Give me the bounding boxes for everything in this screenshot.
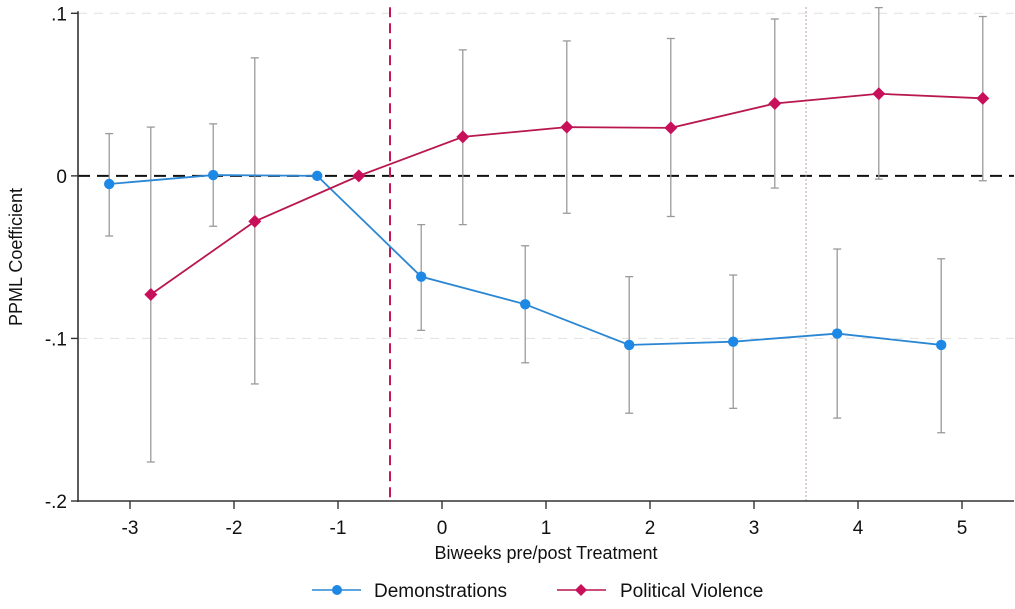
series-lines	[109, 92, 983, 346]
data-point-demonstrations	[104, 178, 115, 190]
x-axis-title: Biweeks pre/post Treatment	[434, 543, 657, 563]
series-markers	[104, 87, 990, 351]
data-point-demonstrations	[728, 336, 739, 347]
x-tick-label: 3	[749, 518, 760, 539]
data-point-political-violence	[248, 214, 262, 228]
reference-lines	[78, 7, 1014, 501]
legend-label-demonstrations: Demonstrations	[374, 581, 507, 602]
legend-marker-political-violence	[575, 584, 587, 596]
legend-item-demonstrations: Demonstrations	[312, 581, 507, 602]
legend: Demonstrations Political Violence	[312, 581, 763, 602]
data-point-demonstrations	[624, 339, 635, 351]
error-bars	[105, 6, 987, 463]
data-point-political-violence	[560, 120, 574, 134]
data-point-demonstrations	[312, 170, 323, 182]
x-tick-label: 5	[957, 518, 968, 539]
legend-marker-demonstrations	[332, 585, 342, 595]
y-tick-label: 0	[56, 167, 67, 188]
y-axis-title: PPML Coefficient	[6, 188, 26, 326]
data-point-political-violence	[768, 97, 782, 111]
data-point-demonstrations	[520, 299, 531, 310]
x-tick-label: 4	[853, 518, 864, 539]
legend-item-political-violence: Political Violence	[557, 581, 763, 602]
y-tick-label: .1	[51, 4, 67, 25]
gridlines	[78, 12, 1014, 340]
x-tick-label: -3	[122, 518, 139, 539]
data-point-political-violence	[352, 169, 366, 183]
axes	[77, 11, 1014, 502]
data-point-demonstrations	[416, 271, 427, 282]
data-point-political-violence	[456, 130, 470, 144]
legend-label-political-violence: Political Violence	[620, 581, 763, 602]
y-tick-label: -.2	[45, 492, 67, 513]
y-axis-ticks: .1 0 -.1 -.2	[45, 4, 78, 513]
data-point-demonstrations	[936, 339, 947, 351]
data-point-political-violence	[976, 91, 990, 105]
data-point-political-violence	[144, 288, 158, 302]
x-axis-ticks: -3 -2 -1 0 1 2 3 4 5	[122, 501, 968, 539]
data-point-demonstrations	[832, 328, 843, 339]
data-point-political-violence	[664, 121, 678, 135]
x-tick-label: 1	[541, 518, 552, 539]
data-point-political-violence	[872, 87, 886, 101]
data-point-demonstrations	[208, 169, 219, 181]
x-tick-label: 0	[437, 518, 448, 539]
y-tick-label: -.1	[45, 329, 67, 350]
x-tick-label: -2	[226, 518, 243, 539]
x-tick-label: 2	[645, 518, 656, 539]
x-tick-label: -1	[330, 518, 347, 539]
